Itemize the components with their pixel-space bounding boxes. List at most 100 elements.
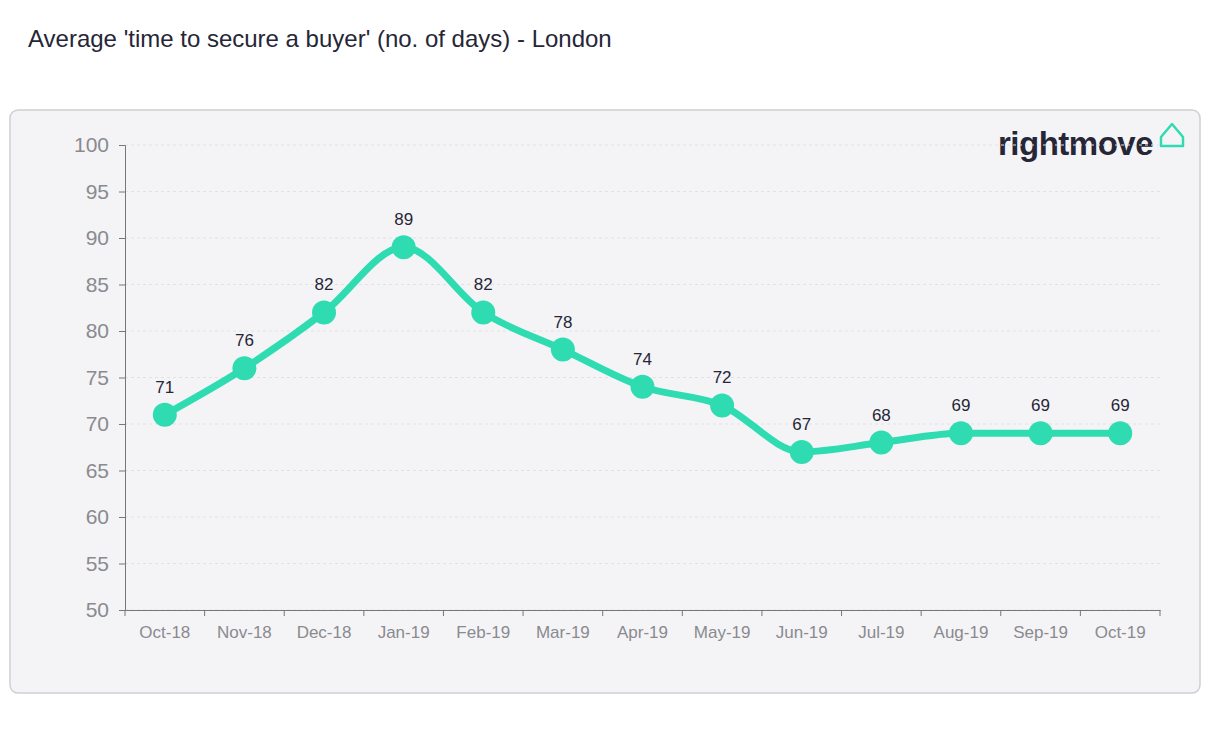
grid-line — [125, 424, 1160, 425]
y-tick-mark — [119, 378, 125, 379]
data-label: 68 — [872, 406, 891, 425]
x-boundary-tick — [443, 610, 444, 616]
y-tick-label: 70 — [86, 412, 109, 435]
y-tick: 65 — [86, 459, 125, 482]
y-tick-label: 65 — [86, 459, 109, 482]
grid-line — [125, 238, 1160, 239]
x-tick-label: Oct-19 — [1095, 623, 1146, 642]
x-tick: Apr-19 — [617, 610, 668, 642]
x-tick: Jun-19 — [776, 610, 828, 642]
x-tick: Oct-18 — [139, 610, 190, 642]
y-tick-mark — [119, 424, 125, 425]
grid-line — [125, 145, 1160, 146]
x-boundary-tick — [761, 610, 762, 616]
y-tick: 100 — [74, 133, 125, 156]
data-label: 82 — [315, 275, 334, 294]
y-tick-label: 75 — [86, 366, 109, 389]
y-tick: 50 — [86, 598, 125, 621]
x-tick: Nov-18 — [217, 610, 272, 642]
point — [1108, 421, 1132, 445]
grid-line — [125, 517, 1160, 518]
x-tick: Feb-19 — [456, 610, 510, 642]
x-tick-label: Mar-19 — [536, 623, 590, 642]
x-tick-label: Nov-18 — [217, 623, 272, 642]
y-tick: 70 — [86, 412, 125, 435]
y-tick: 80 — [86, 319, 125, 342]
x-tick: May-19 — [694, 610, 751, 642]
grid-line — [125, 563, 1160, 564]
x-boundary-tick — [363, 610, 364, 616]
y-tick-mark — [119, 285, 125, 286]
grid-line — [125, 610, 1160, 611]
x-tick-label: Aug-19 — [934, 623, 989, 642]
data-label: 78 — [553, 313, 572, 332]
y-axis-line — [119, 146, 126, 611]
y-tick-mark — [119, 610, 125, 611]
data-label: 76 — [235, 331, 254, 350]
x-tick: Mar-19 — [536, 610, 590, 642]
data-label: 69 — [1031, 396, 1050, 415]
y-tick: 90 — [86, 226, 125, 249]
x-tick: Jul-19 — [858, 610, 904, 642]
y-tick-mark — [119, 238, 125, 239]
series-line — [165, 247, 1120, 452]
y-tick-mark — [119, 564, 125, 565]
x-boundary-tick — [284, 610, 285, 616]
y-tick-label: 60 — [86, 505, 109, 528]
x-boundary-tick — [523, 610, 524, 616]
point — [392, 235, 416, 259]
x-tick-label: May-19 — [694, 623, 751, 642]
y-tick-label: 55 — [86, 552, 109, 575]
data-label: 82 — [474, 275, 493, 294]
x-boundary-tick — [602, 610, 603, 616]
data-label: 74 — [633, 350, 652, 369]
x-boundary-tick — [1080, 610, 1081, 616]
y-tick: 60 — [86, 505, 125, 528]
point — [949, 421, 973, 445]
grid-line — [125, 470, 1160, 471]
y-tick-label: 50 — [86, 598, 109, 621]
x-boundary-tick — [841, 610, 842, 616]
data-labels: 71768289827874726768696969 — [155, 210, 1129, 434]
y-tick: 55 — [86, 552, 125, 575]
x-boundary-tick — [921, 610, 922, 616]
x-axis-line — [126, 610, 1161, 611]
y-tick-label: 100 — [74, 133, 109, 156]
grid-line — [125, 284, 1160, 285]
point — [471, 300, 495, 324]
data-label: 71 — [155, 378, 174, 397]
y-tick-label: 80 — [86, 319, 109, 342]
y-tick-mark — [119, 471, 125, 472]
y-tick-label: 90 — [86, 226, 109, 249]
data-label: 72 — [713, 368, 732, 387]
title: Average 'time to secure a buyer' (no. of… — [28, 25, 612, 52]
data-label: 89 — [394, 210, 413, 229]
y-tick-label: 85 — [86, 273, 109, 296]
grid-line — [125, 191, 1160, 192]
x-tick-label: Dec-18 — [297, 623, 352, 642]
grid — [125, 145, 1160, 610]
y-tick: 95 — [86, 180, 125, 203]
y-tick: 85 — [86, 273, 125, 296]
point — [869, 431, 893, 455]
x-boundary-tick — [1160, 610, 1161, 616]
x-boundary-tick — [1000, 610, 1001, 616]
y-tick-mark — [119, 517, 125, 518]
point — [790, 440, 814, 464]
x-tick: Oct-19 — [1095, 610, 1146, 642]
x-boundary-tick — [204, 610, 205, 616]
x-boundary-tick — [682, 610, 683, 616]
y-tick-mark — [119, 331, 125, 332]
x-tick: Dec-18 — [297, 610, 352, 642]
x-boundary-ticks — [125, 610, 1160, 616]
logo-text: rightmove — [998, 125, 1153, 162]
y-axis: 50 55 60 65 70 75 80 85 90 95 100 — [74, 133, 126, 621]
grid-line — [125, 331, 1160, 332]
data-label: 69 — [952, 396, 971, 415]
x-tick-label: Apr-19 — [617, 623, 668, 642]
x-tick-label: Feb-19 — [456, 623, 510, 642]
y-tick-mark — [119, 192, 125, 193]
point — [153, 403, 177, 427]
point — [1029, 421, 1053, 445]
x-tick: Aug-19 — [934, 610, 989, 642]
